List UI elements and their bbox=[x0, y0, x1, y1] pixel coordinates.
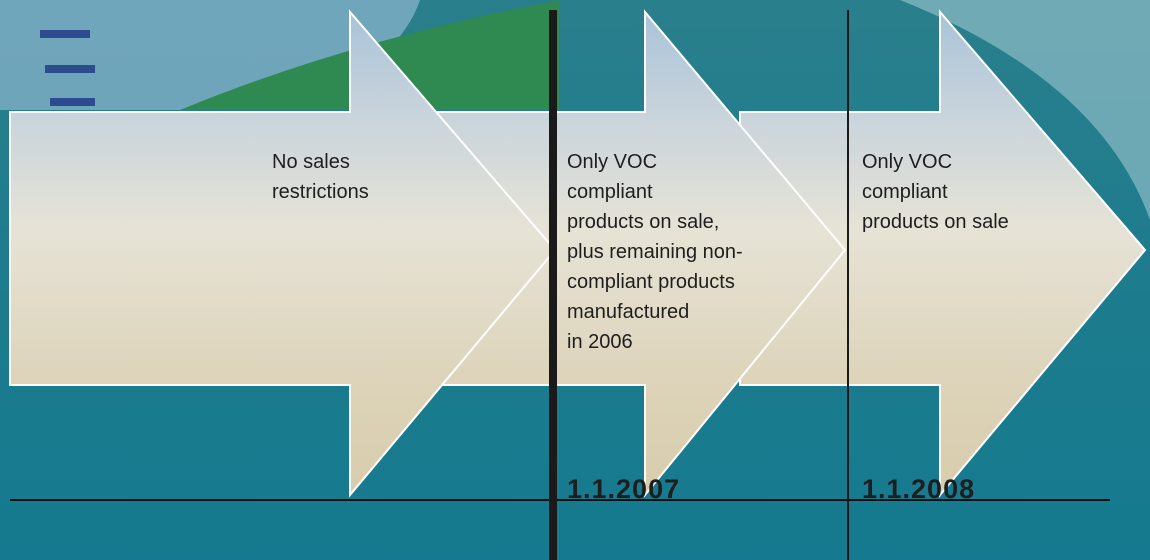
stage-text: manufactured bbox=[567, 301, 689, 323]
timeline-diagram: No sales restrictions Only VOC compliant pro… bbox=[0, 0, 1150, 560]
stage-text: products on sale bbox=[862, 211, 1009, 233]
stage-text: Only VOC bbox=[862, 151, 952, 173]
stage-text: Only VOC bbox=[567, 151, 657, 173]
stage-text: compliant bbox=[862, 181, 948, 203]
stage-text: plus remaining non- bbox=[567, 241, 743, 263]
stage-text: products on sale, bbox=[567, 211, 719, 233]
stage-text: restrictions bbox=[272, 181, 369, 203]
date-label: 1.1.2007 bbox=[567, 474, 680, 504]
stage-text: compliant products bbox=[567, 271, 735, 293]
stage-text: in 2006 bbox=[567, 331, 633, 353]
stage-text: No sales bbox=[272, 151, 350, 173]
date-label: 1.1.2008 bbox=[862, 474, 975, 504]
stage-text: compliant bbox=[567, 181, 653, 203]
